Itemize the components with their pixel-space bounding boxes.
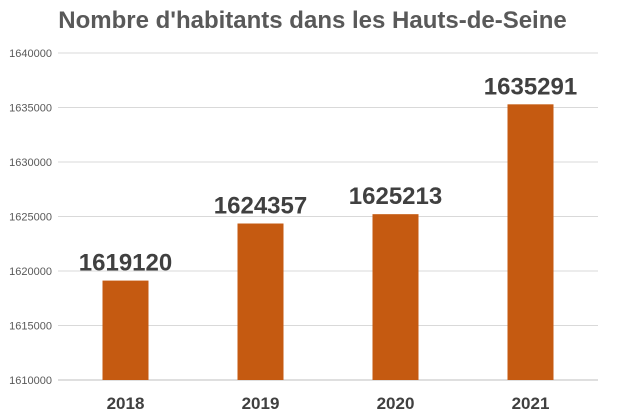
bar-2019 (237, 223, 284, 380)
x-tick-label: 2020 (377, 394, 415, 413)
y-tick-label: 1610000 (9, 375, 52, 387)
x-tick-label: 2019 (242, 394, 280, 413)
x-tick-label: 2018 (107, 394, 145, 413)
data-label: 1635291 (484, 73, 577, 100)
y-tick-label: 1625000 (9, 212, 52, 224)
data-label: 1625213 (349, 183, 442, 210)
data-label: 1619120 (79, 250, 172, 277)
chart-title: Nombre d'habitants dans les Hauts-de-Sei… (58, 7, 567, 34)
y-tick-label: 1620000 (9, 266, 52, 278)
bar-2020 (372, 214, 419, 380)
y-tick-label: 1630000 (9, 157, 52, 169)
data-label: 1624357 (214, 193, 307, 220)
bar-2021 (507, 104, 554, 381)
x-tick-label: 2021 (512, 394, 550, 413)
y-tick-label: 1615000 (9, 321, 52, 333)
bar-2018 (102, 280, 149, 380)
y-tick-label: 1640000 (9, 48, 52, 60)
y-tick-label: 1635000 (9, 103, 52, 115)
